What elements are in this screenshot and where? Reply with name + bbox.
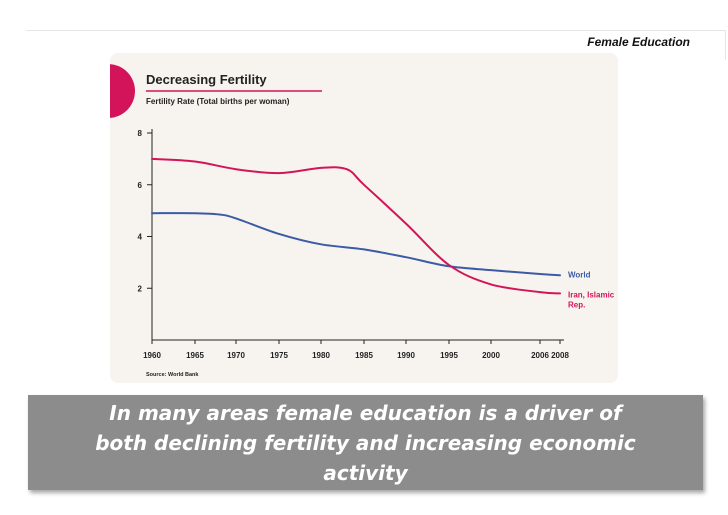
y-tick-label: 4 bbox=[138, 233, 143, 242]
x-tick-label: 1970 bbox=[227, 351, 245, 360]
x-tick-label: 1975 bbox=[270, 351, 288, 360]
accent-circle bbox=[110, 64, 135, 118]
x-tick-label: 1960 bbox=[143, 351, 161, 360]
x-tick-label: 1965 bbox=[186, 351, 204, 360]
series-label-world: World bbox=[568, 270, 591, 279]
series-line-world bbox=[151, 212, 561, 277]
series-line-iran bbox=[151, 157, 561, 295]
x-tick-label: 1985 bbox=[355, 351, 373, 360]
x-tick-label: 2008 bbox=[551, 351, 569, 360]
chart-axes: 2 4 6 8 1960 1965 1970 1975 1980 1985 1990 1995 2000… bbox=[138, 129, 569, 360]
y-tick-label: 6 bbox=[138, 181, 143, 190]
y-tick-label: 8 bbox=[138, 129, 143, 138]
x-tick-label: 2000 bbox=[482, 351, 500, 360]
chart-series: World Iran, Islamic Rep. bbox=[151, 157, 615, 309]
x-tick-label: 2006 bbox=[531, 351, 549, 360]
y-tick-label: 2 bbox=[138, 284, 143, 293]
x-tick-label: 1980 bbox=[312, 351, 330, 360]
chart-source: Source: World Bank bbox=[146, 372, 199, 378]
x-tick-label: 1990 bbox=[397, 351, 415, 360]
caption-text: In many areas female education is a driv… bbox=[95, 400, 636, 485]
x-tick-label: 1995 bbox=[440, 351, 458, 360]
slide-top-rule bbox=[26, 30, 726, 60]
chart-subtitle: Fertility Rate (Total births per woman) bbox=[146, 97, 290, 106]
fertility-chart: Decreasing Fertility Fertility Rate (Tot… bbox=[110, 64, 615, 378]
chart-panel: Decreasing Fertility Fertility Rate (Tot… bbox=[110, 53, 618, 383]
caption-box: In many areas female education is a driv… bbox=[28, 395, 703, 490]
slide-title: Female Education bbox=[587, 35, 690, 49]
chart-title: Decreasing Fertility bbox=[146, 72, 267, 87]
series-label-iran: Iran, Islamic Rep. bbox=[568, 290, 615, 309]
